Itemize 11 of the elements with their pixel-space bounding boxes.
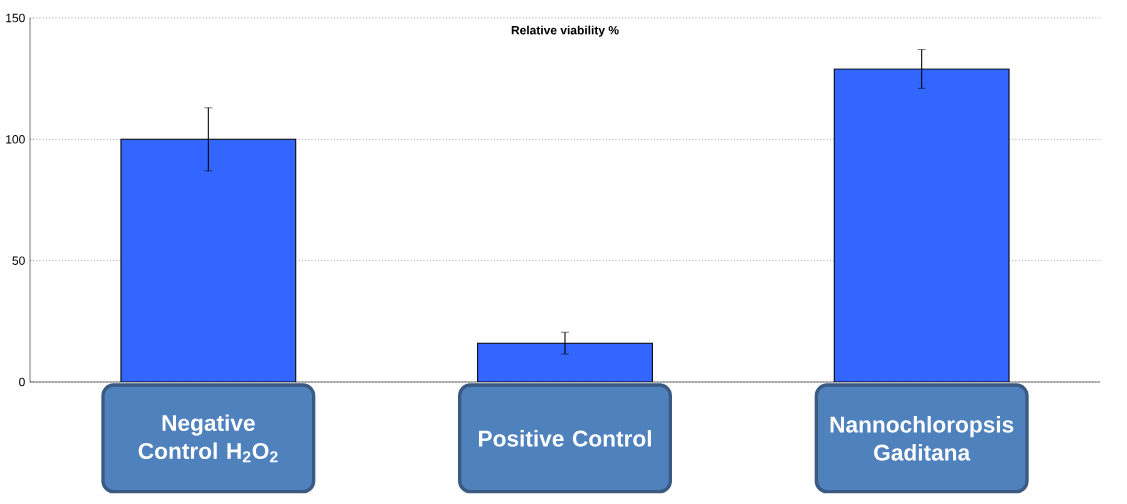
x-tick-label: Positive Control — [479, 430, 651, 447]
bar — [477, 342, 653, 382]
x-tick-label: Nannochloropsis Gaditana — [830, 416, 1014, 461]
x-tick-label: Negative Control H$_{2}$O$_{2}$ — [138, 414, 278, 463]
y-tick-label: 0 — [19, 377, 25, 387]
y-tick-label: 150 — [6, 13, 25, 23]
y-tick-label: 50 — [12, 256, 25, 265]
y-tick-label: 100 — [6, 135, 25, 144]
bar — [120, 138, 297, 382]
text: Relative viability % — [511, 25, 619, 37]
bar — [833, 68, 1010, 382]
